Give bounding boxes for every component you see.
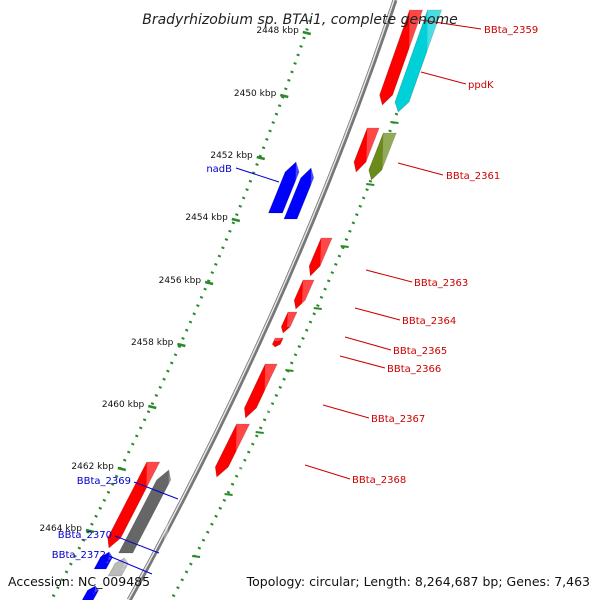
gene-labels: BBta_2359 ppdK BBta_2361 nadB BBta_2363 BBta_… (52, 19, 538, 575)
scale-tick-label: 2458 kbp (131, 338, 174, 348)
scale-tick-label: 2452 kbp (210, 151, 253, 161)
gene-arrow[interactable] (271, 337, 284, 348)
gene-arrow[interactable] (283, 167, 315, 220)
label-leader-line (344, 336, 392, 351)
label-leader-line (322, 404, 370, 419)
scale-tick-label: 2456 kbp (159, 276, 202, 286)
gene-arrow[interactable] (280, 311, 298, 334)
gene-label[interactable]: nadB (206, 164, 232, 175)
gene-arrow[interactable] (394, 9, 443, 113)
gene-label[interactable]: BBta_2363 (414, 278, 468, 289)
gene-arrow-shine (291, 162, 300, 207)
gene-arrow-shine (426, 10, 442, 106)
scale-tick (279, 93, 289, 99)
gene-label[interactable]: BBta_2361 (446, 171, 500, 182)
gene-arrow-shine (382, 133, 397, 174)
gene-arrow-shine (235, 424, 250, 471)
gene-label[interactable]: BBta_2365 (393, 346, 447, 357)
gene-arrow[interactable] (107, 557, 129, 577)
gene-arrow[interactable] (93, 551, 113, 570)
genome-summary-text: Topology: circular; Length: 8,264,687 bp… (246, 574, 590, 589)
gene-arrow[interactable] (244, 363, 278, 419)
scale-tick-label: 2448 kbp (256, 26, 299, 36)
label-leader-line (304, 464, 351, 480)
scale-tick (85, 528, 95, 534)
label-leader-line (365, 269, 413, 283)
gene-label[interactable]: BBta_2366 (387, 364, 441, 375)
gene-label[interactable]: BBta_2364 (402, 316, 456, 327)
label-leader-line (114, 535, 160, 554)
gene-label[interactable]: BBta_2367 (371, 414, 425, 425)
gene-arrow[interactable] (81, 585, 99, 600)
gene-arrow[interactable] (379, 9, 424, 106)
gene-label[interactable]: BBta_2359 (484, 25, 538, 36)
gene-arrow[interactable] (293, 279, 315, 310)
track-guides (49, 19, 432, 600)
gene-arrow[interactable] (353, 127, 380, 173)
scale-tick-label: 2464 kbp (40, 524, 83, 534)
gene-arrow-shine (274, 338, 284, 341)
label-leader-line (133, 481, 179, 500)
track-dotted-line-right (169, 19, 432, 600)
gene-arrow-shine (366, 128, 380, 166)
gene-arrow-shine (320, 238, 333, 270)
gene-arrow-shine (92, 586, 99, 594)
gene-label[interactable]: BBta_2370 (58, 530, 112, 541)
scale-tick (177, 342, 186, 348)
gene-label[interactable]: BBta_2372 (52, 550, 106, 561)
gene-arrow[interactable] (214, 423, 251, 478)
gene-arrow-shine (105, 552, 113, 563)
kbp-scale: 2448 kbp 2450 kbp 2452 kbp 2454 kbp 2456 kbp… (40, 26, 312, 534)
gene-label[interactable]: ppdK (468, 80, 494, 91)
gene-arrow-shine (306, 168, 314, 213)
scale-tick (117, 466, 127, 472)
scale-tick (231, 217, 241, 223)
gene-arrow-shine (163, 470, 171, 547)
scale-tick (147, 404, 157, 410)
scale-tick-label: 2460 kbp (102, 400, 145, 410)
gene-arrow[interactable] (368, 132, 397, 181)
gene-arrow[interactable] (308, 237, 333, 277)
gene-label[interactable]: BBta_2369 (77, 476, 131, 487)
scale-tick-label: 2450 kbp (234, 89, 277, 99)
label-leader-line (420, 71, 467, 85)
gene-arrow-shine (287, 312, 297, 327)
gene-arrow[interactable] (107, 461, 161, 549)
scale-tick (204, 280, 214, 286)
label-leader-line (235, 167, 280, 183)
scale-tick-label: 2462 kbp (71, 462, 114, 472)
label-leader-line (354, 307, 401, 321)
genome-backbone (127, 0, 398, 600)
scale-tick (302, 30, 312, 36)
gene-features (81, 9, 443, 600)
label-leader-line (420, 19, 482, 30)
gene-arrow[interactable] (268, 161, 300, 214)
genome-title: Bradyrhizobium sp. BTAi1, complete genom… (142, 12, 458, 28)
scale-tick (256, 155, 266, 161)
label-leader-line (339, 355, 386, 369)
gene-arrow-shine (264, 364, 278, 412)
label-leader-line (108, 555, 153, 575)
label-leader-line (397, 162, 444, 176)
gene-arrow-shine (302, 280, 315, 303)
gene-arrow-shine (121, 558, 129, 570)
scale-tick-label: 2454 kbp (185, 213, 228, 223)
accession-text: Accession: NC_009485 (8, 574, 150, 589)
gene-label[interactable]: BBta_2368 (352, 475, 406, 486)
